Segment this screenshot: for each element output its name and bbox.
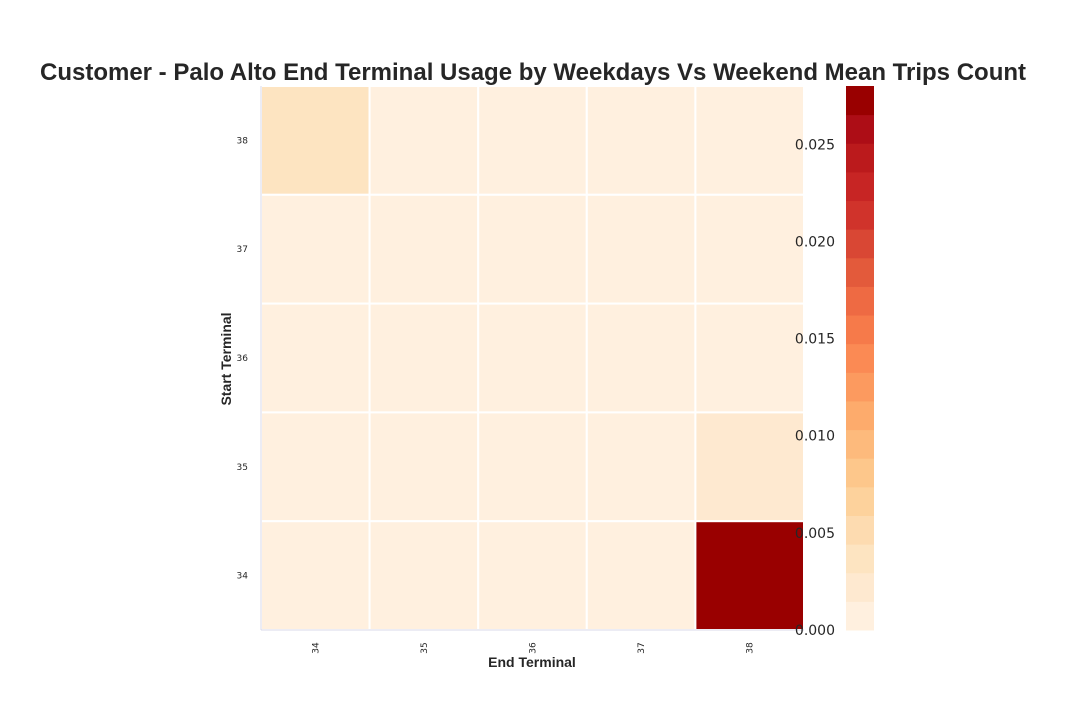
y-tick-labels: 38 37 36 35 34 <box>237 136 249 581</box>
heatmap-cell <box>260 520 371 632</box>
colorbar-segment <box>846 372 874 402</box>
heatmap-cell <box>585 302 697 414</box>
heatmap-cell <box>260 193 371 305</box>
y-tick-label: 37 <box>237 245 248 255</box>
colorbar-segment <box>846 343 874 373</box>
heatmap-cell <box>260 85 371 196</box>
heatmap-cell <box>585 85 697 196</box>
colorbar-tick-label: 0.025 <box>795 137 835 153</box>
colorbar-segment <box>846 286 874 316</box>
heatmap-cell <box>477 302 588 414</box>
heatmap-cell <box>368 411 480 523</box>
heatmap-cells <box>260 85 806 632</box>
y-tick-label: 35 <box>237 463 248 473</box>
heatmap-cell <box>694 193 806 305</box>
colorbar-segment <box>846 515 874 545</box>
colorbar-segment <box>846 171 874 202</box>
colorbar-segment <box>846 200 874 230</box>
colorbar-segment <box>846 458 874 488</box>
x-tick-label: 35 <box>420 642 430 653</box>
x-tick-label: 34 <box>311 642 321 654</box>
heatmap-cell <box>694 302 806 414</box>
colorbar-segment <box>846 257 874 287</box>
colorbar-tick-label: 0.015 <box>795 332 835 348</box>
heatmap-cell <box>260 411 371 523</box>
x-tick-label: 38 <box>746 642 756 654</box>
colorbar-tick-label: 0.005 <box>795 526 835 542</box>
colorbar-tick-labels: 0.000 0.005 0.010 0.015 0.020 0.025 <box>795 137 835 639</box>
chart-title: Customer - Palo Alto End Terminal Usage … <box>40 59 1026 86</box>
heatmap-cell <box>477 520 588 632</box>
heatmap-cell <box>368 520 480 632</box>
heatmap-cell <box>585 193 697 305</box>
heatmap-cell <box>368 302 480 414</box>
colorbar-segment <box>846 114 874 144</box>
y-tick-label: 34 <box>237 572 249 582</box>
colorbar-segment <box>846 229 874 259</box>
colorbar-segment <box>846 544 874 574</box>
x-tick-labels: 34 35 36 37 38 <box>311 642 755 654</box>
x-tick-label: 36 <box>529 642 539 654</box>
heatmap-cell <box>477 411 588 523</box>
heatmap-cell <box>368 193 480 305</box>
x-tick-label: 37 <box>637 642 647 653</box>
colorbar-segment <box>846 429 874 459</box>
colorbar-segment <box>846 143 874 173</box>
colorbar-tick-label: 0.000 <box>795 623 835 639</box>
heatmap-cell <box>585 520 697 632</box>
colorbar-tick-label: 0.020 <box>795 234 835 250</box>
x-axis-label: End Terminal <box>488 654 576 670</box>
colorbar-segment <box>846 601 874 631</box>
colorbar-segment <box>846 86 874 116</box>
y-axis-label: Start Terminal <box>218 312 234 405</box>
heatmap-cell <box>477 85 588 196</box>
colorbar-segment <box>846 486 874 516</box>
colorbar <box>846 86 874 631</box>
heatmap-cell <box>694 85 806 196</box>
colorbar-tick-label: 0.010 <box>795 429 835 445</box>
colorbar-segment <box>846 315 874 345</box>
heatmap-cell <box>477 193 588 305</box>
colorbar-segment <box>846 572 874 602</box>
heatmap-cell <box>260 302 371 414</box>
heatmap-cell <box>694 411 806 523</box>
heatmap-cell <box>694 520 806 632</box>
y-tick-label: 36 <box>237 354 249 364</box>
colorbar-segment <box>846 400 874 431</box>
heatmap-cell <box>585 411 697 523</box>
heatmap-cell <box>368 85 480 196</box>
y-tick-label: 38 <box>237 136 249 146</box>
